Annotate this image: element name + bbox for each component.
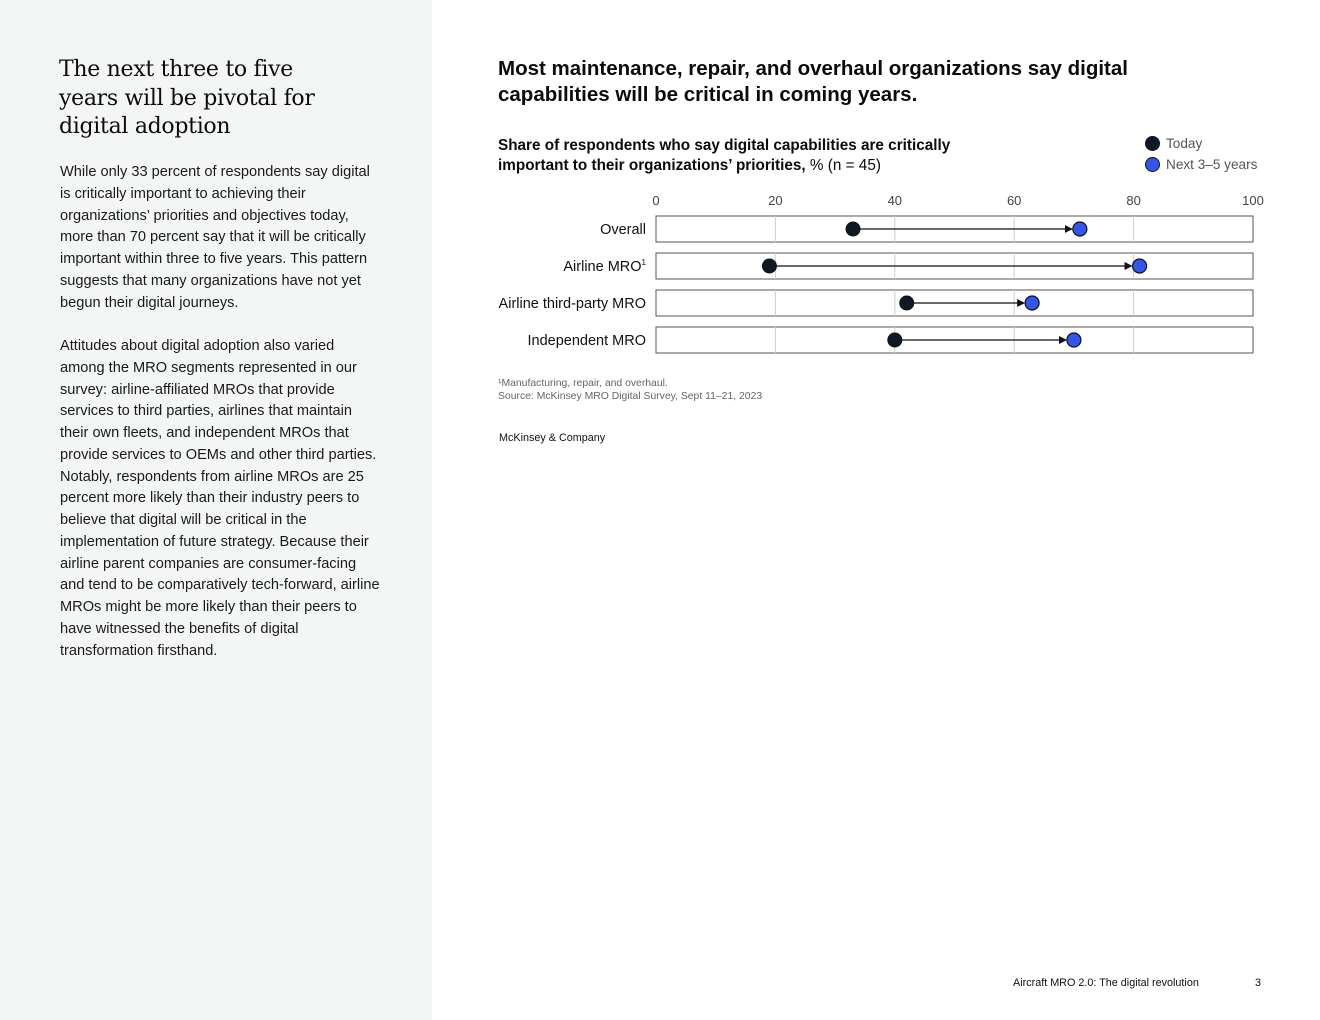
chart-svg: 0 20 40 60 80 100 Overall Airline MRO1 Airline … bbox=[499, 193, 1264, 354]
x-tick-label: 100 bbox=[1242, 193, 1264, 208]
x-tick-label: 80 bbox=[1126, 193, 1140, 208]
footnote-definition: ¹Manufacturing, repair, and overhaul. bbox=[498, 378, 668, 389]
category-label: Overall bbox=[600, 222, 646, 238]
legend-dot-next-icon bbox=[1145, 157, 1160, 172]
category-label: Airline MRO1 bbox=[563, 258, 646, 275]
next-point bbox=[1072, 221, 1088, 237]
sidebar-body: While only 33 percent of respondents say… bbox=[60, 162, 380, 684]
category-label: Airline third-party MRO bbox=[499, 296, 646, 312]
category-footnote-marker: 1 bbox=[642, 258, 647, 267]
chart-subtitle-unit: % (n = 45) bbox=[805, 156, 881, 174]
category-label: Independent MRO bbox=[528, 333, 647, 349]
x-tick-label: 20 bbox=[768, 193, 782, 208]
footnote-source: Source: McKinsey MRO Digital Survey, Sep… bbox=[498, 391, 763, 402]
today-point bbox=[887, 332, 903, 348]
legend-label-today: Today bbox=[1166, 136, 1203, 151]
today-point bbox=[845, 221, 861, 237]
sidebar-heading: The next three to five years will be piv… bbox=[59, 57, 315, 139]
footer-page-number: 3 bbox=[1255, 977, 1262, 989]
chart-legend: Today Next 3–5 years bbox=[1145, 133, 1257, 175]
legend-dot-today-icon bbox=[1145, 136, 1160, 151]
footnotes: ¹Manufacturing, repair, and overhaul. So… bbox=[498, 377, 762, 403]
sidebar-paragraph-1: While only 33 percent of respondents say… bbox=[60, 164, 370, 311]
sidebar-paragraph-2: Attitudes about digital adoption also va… bbox=[60, 338, 380, 659]
legend-label-next: Next 3–5 years bbox=[1166, 157, 1258, 172]
chart-rows: Overall Airline MRO1 Airline third-party M… bbox=[499, 215, 1254, 354]
x-tick-label: 60 bbox=[1007, 193, 1021, 208]
brand-name: McKinsey & Company bbox=[499, 432, 606, 444]
x-tick-label: 0 bbox=[652, 193, 659, 208]
chart-grid: 0 20 40 60 80 100 bbox=[652, 193, 1263, 208]
today-point bbox=[761, 258, 777, 274]
legend-item-next: Next 3–5 years bbox=[1145, 154, 1257, 175]
next-point bbox=[1131, 258, 1148, 274]
footer-publication-title: Aircraft MRO 2.0: The digital revolution bbox=[1013, 977, 1199, 989]
x-tick-label: 40 bbox=[888, 193, 902, 208]
today-point bbox=[899, 295, 915, 311]
chart-subtitle-bold: Share of respondents who say digital cap… bbox=[498, 137, 951, 174]
legend-item-today: Today bbox=[1145, 133, 1257, 154]
sidebar-panel: The next three to five years will be piv… bbox=[0, 0, 432, 1020]
exhibit-title: Most maintenance, repair, and overhaul o… bbox=[498, 57, 1128, 106]
next-point bbox=[1066, 332, 1082, 348]
next-point bbox=[1024, 295, 1040, 311]
dumbbell-chart: 0 20 40 60 80 100 Overall Airline MRO1 Airline … bbox=[490, 188, 1280, 368]
chart-subtitle: Share of respondents who say digital cap… bbox=[498, 136, 1018, 175]
